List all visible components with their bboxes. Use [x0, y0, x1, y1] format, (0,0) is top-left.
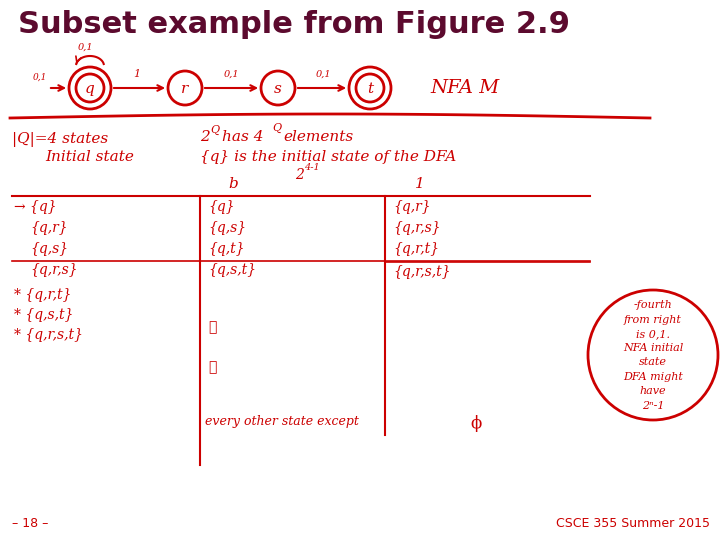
Text: 0,1: 0,1	[316, 70, 332, 78]
Text: Q: Q	[272, 123, 281, 133]
Text: ⋮: ⋮	[208, 360, 217, 374]
Text: * {q,s,t}: * {q,s,t}	[14, 308, 73, 322]
Text: q: q	[85, 82, 95, 96]
Text: {q}: {q}	[208, 200, 235, 214]
Text: has 4: has 4	[222, 130, 264, 144]
Text: ϕ: ϕ	[470, 415, 481, 432]
Text: from right: from right	[624, 315, 682, 325]
Text: Q: Q	[210, 125, 219, 135]
Text: s: s	[274, 82, 282, 96]
Text: 1: 1	[133, 69, 140, 79]
Text: {q,s}: {q,s}	[30, 242, 68, 256]
Text: 2: 2	[295, 168, 304, 182]
Text: r: r	[181, 82, 189, 96]
Text: {q,s,t}: {q,s,t}	[208, 263, 256, 277]
Text: NFA M: NFA M	[430, 79, 499, 97]
Text: have: have	[639, 386, 666, 396]
Text: 0,1: 0,1	[77, 43, 93, 52]
Text: NFA initial: NFA initial	[623, 343, 683, 353]
Text: 0,1: 0,1	[33, 73, 48, 82]
Text: 4-1: 4-1	[304, 163, 320, 172]
Text: {q} is the initial state of the DFA: {q} is the initial state of the DFA	[200, 150, 456, 164]
Text: ⋮: ⋮	[208, 320, 217, 334]
Text: {q,t}: {q,t}	[208, 242, 245, 256]
Text: CSCE 355 Summer 2015: CSCE 355 Summer 2015	[556, 517, 710, 530]
Text: – 18 –: – 18 –	[12, 517, 48, 530]
Text: * {q,r,t}: * {q,r,t}	[14, 288, 71, 302]
Text: Subset example from Figure 2.9: Subset example from Figure 2.9	[18, 10, 570, 39]
Text: elements: elements	[283, 130, 354, 144]
Text: Initial state: Initial state	[45, 150, 134, 164]
Text: {q,r,s}: {q,r,s}	[393, 221, 441, 235]
Text: is 0,1.: is 0,1.	[636, 329, 670, 339]
Text: every other state except: every other state except	[205, 415, 359, 428]
Text: {q,r}: {q,r}	[393, 200, 431, 214]
Text: * {q,r,s,t}: * {q,r,s,t}	[14, 328, 83, 342]
Text: 2: 2	[200, 130, 210, 144]
Text: DFA might: DFA might	[623, 372, 683, 382]
Text: → {q}: → {q}	[14, 200, 57, 214]
Text: {q,r,t}: {q,r,t}	[393, 242, 439, 256]
Text: b: b	[228, 177, 238, 191]
Text: {q,s}: {q,s}	[208, 221, 246, 235]
Text: 2ⁿ-1: 2ⁿ-1	[642, 401, 665, 411]
Text: {q,r}: {q,r}	[30, 221, 68, 235]
Text: |Q|=4 states: |Q|=4 states	[12, 132, 108, 147]
Text: 0,1: 0,1	[223, 70, 239, 78]
Text: state: state	[639, 357, 667, 367]
Text: t: t	[367, 82, 373, 96]
Text: {q,r,s}: {q,r,s}	[30, 263, 78, 277]
Text: -fourth: -fourth	[634, 300, 672, 310]
Text: {q,r,s,t}: {q,r,s,t}	[393, 265, 451, 279]
Text: 1: 1	[415, 177, 425, 191]
